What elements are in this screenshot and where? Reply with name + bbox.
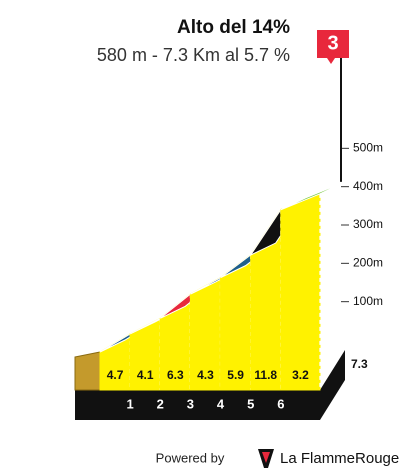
y-tick-label: 100m: [353, 294, 383, 308]
profile-top: [280, 181, 346, 211]
y-tick-label: 500m: [353, 141, 383, 155]
km-label: 3: [187, 396, 194, 411]
gradient-label: 11.8: [254, 368, 277, 382]
km-label: 4: [217, 396, 225, 411]
profile-face: [280, 193, 321, 391]
brand-logo-accent: [262, 452, 270, 463]
km-label: 6: [277, 396, 284, 411]
left-face: [74, 351, 101, 391]
category-label: 3: [327, 32, 338, 54]
distance-label: 7.3: [351, 357, 368, 371]
y-tick-label: 400m: [353, 179, 383, 193]
gradient-label: 3.2: [292, 368, 309, 382]
base-left: [75, 390, 100, 420]
gradient-label: 4.3: [197, 368, 214, 382]
base-side: [320, 350, 345, 420]
km-label: 1: [127, 396, 134, 411]
brand-name: La FlammeRouge: [280, 450, 399, 467]
km-label: 5: [247, 396, 254, 411]
chart-subtitle: 580 m - 7.3 Km al 5.7 %: [97, 45, 290, 65]
flag: [317, 30, 349, 64]
gradient-label: 4.7: [107, 368, 124, 382]
gradient-label: 6.3: [167, 368, 184, 382]
chart-title: Alto del 14%: [177, 17, 290, 38]
gradient-label: 4.1: [137, 368, 154, 382]
y-tick-label: 200m: [353, 256, 383, 270]
km-label: 2: [157, 396, 164, 411]
y-tick-label: 300m: [353, 217, 383, 231]
base-front: [100, 390, 320, 420]
gradient-label: 5.9: [227, 368, 244, 382]
powered-by: Powered by: [156, 450, 225, 465]
